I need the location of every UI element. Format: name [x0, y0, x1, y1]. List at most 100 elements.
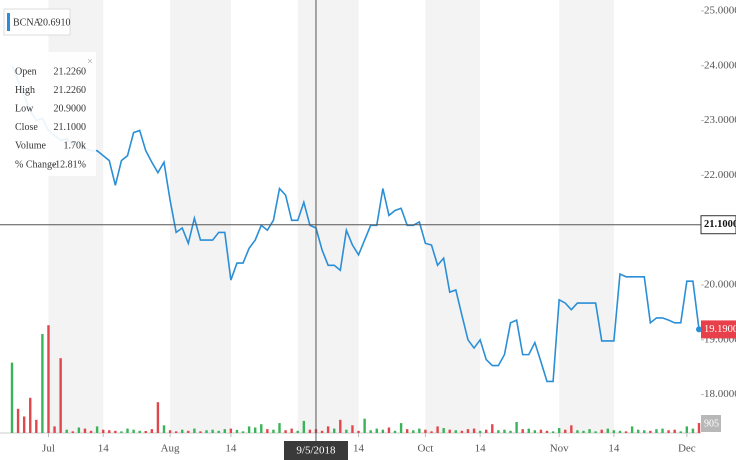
tooltip-value: 21.1000 [54, 122, 87, 133]
volume-bar [333, 428, 336, 433]
last-price-label: 19.1900 [704, 324, 736, 335]
volume-bar [515, 422, 518, 433]
volume-bar [375, 428, 378, 433]
volume-bar [296, 430, 299, 433]
volume-bar [381, 429, 385, 433]
volume-bar [557, 428, 561, 433]
volume-bar [497, 430, 500, 433]
y-tick-label: 23.0000 [704, 114, 736, 126]
volume-bar [95, 426, 99, 433]
volume-bar [478, 430, 482, 433]
volume-bar [667, 430, 670, 433]
volume-bar [637, 429, 640, 433]
volume-bar [393, 430, 397, 433]
volume-bar [357, 430, 360, 433]
volume-bar [363, 418, 366, 433]
crosshair-x-label: 9/5/2018 [296, 445, 336, 457]
tooltip-value: 21.2260 [54, 66, 87, 77]
volume-bar [399, 423, 403, 433]
tooltip-label: Low [15, 103, 34, 114]
x-tick-label: Nov [550, 443, 569, 455]
volume-bar [679, 431, 682, 433]
tooltip-label: High [15, 85, 35, 96]
crosshair-x-box [283, 441, 348, 460]
volume-bar [618, 430, 622, 433]
volume-bar [442, 428, 445, 433]
legend-name: BCNA [13, 17, 42, 28]
crosshair-y-box [700, 215, 736, 235]
tooltip-value: 21.2260 [54, 85, 87, 96]
volume-bar [284, 430, 287, 433]
volume-bar [655, 429, 658, 433]
volume-bars [10, 325, 701, 433]
volume-bar [211, 429, 214, 433]
volume-bar [624, 431, 628, 433]
volume-bar [29, 397, 32, 433]
volume-bar [412, 430, 415, 433]
x-tick-label: 14 [225, 443, 237, 455]
last-price-box [701, 320, 736, 339]
tooltip-value: 1.70k [64, 141, 87, 152]
legend-value: 20.6910 [38, 17, 71, 28]
legend-box [3, 8, 71, 36]
x-tick-label: Aug [161, 443, 180, 455]
y-tick-label: 18.0000 [704, 388, 736, 400]
volume-bar [588, 429, 591, 433]
axes: 18.000019.000020.000021.000022.000023.00… [0, 4, 736, 455]
volume-bar [174, 431, 178, 433]
volume-bar [83, 428, 87, 433]
volume-bar [661, 428, 664, 433]
volume-bar [181, 429, 184, 433]
volume-bar [156, 402, 160, 433]
last-point [696, 326, 702, 333]
volume-bar [570, 425, 573, 433]
volume-bar [564, 429, 567, 433]
x-tick-label: Jul [42, 443, 55, 455]
volume-bar [290, 428, 293, 433]
volume-bar [65, 429, 68, 433]
volume-bar [551, 431, 555, 433]
volume-bar [326, 426, 330, 433]
volume-bar [448, 429, 451, 433]
volume-bar [424, 429, 427, 433]
tooltip-close[interactable]: × [87, 56, 93, 67]
week-band [170, 0, 231, 433]
volume-bar [454, 430, 458, 433]
week-band [425, 0, 481, 433]
volume-bar [491, 424, 494, 433]
legend-swatch [7, 13, 10, 31]
volume-bar [460, 430, 464, 433]
volume-bar [22, 416, 26, 433]
volume-bar [369, 430, 372, 433]
volume-bar [576, 430, 579, 433]
volume-bar [41, 334, 44, 433]
volume-bar [229, 428, 233, 433]
volume-bar [193, 428, 196, 433]
tooltip-label: Open [15, 66, 37, 77]
y-tick-label: 25.0000 [704, 4, 736, 16]
volume-bar [162, 425, 166, 433]
volume-bar [430, 431, 433, 433]
tooltip-value: 20.9000 [54, 103, 87, 114]
tooltip-label: Close [15, 122, 38, 133]
volume-bar [466, 429, 470, 433]
volume-bar [436, 426, 439, 433]
crosshair-y-label: 21.1000 [704, 219, 736, 230]
volume-bar [260, 424, 263, 433]
volume-bar [35, 419, 38, 433]
tooltip: × Open 21.2260 High 21.2260 Low 20.9000 Close 21… [8, 52, 96, 176]
volume-bar [600, 429, 603, 433]
volume-bar [272, 429, 275, 433]
volume-bar [144, 431, 147, 433]
volume-bar [266, 429, 269, 433]
x-tick-label: 14 [608, 443, 620, 455]
volume-bar [108, 430, 111, 433]
volume-bar [509, 430, 512, 433]
volume-bar [168, 430, 172, 433]
last-volume-box [701, 415, 721, 432]
week-bands [48, 0, 614, 433]
volume-bar [114, 430, 117, 433]
volume-bar [387, 427, 391, 433]
volume-bar [47, 325, 50, 433]
